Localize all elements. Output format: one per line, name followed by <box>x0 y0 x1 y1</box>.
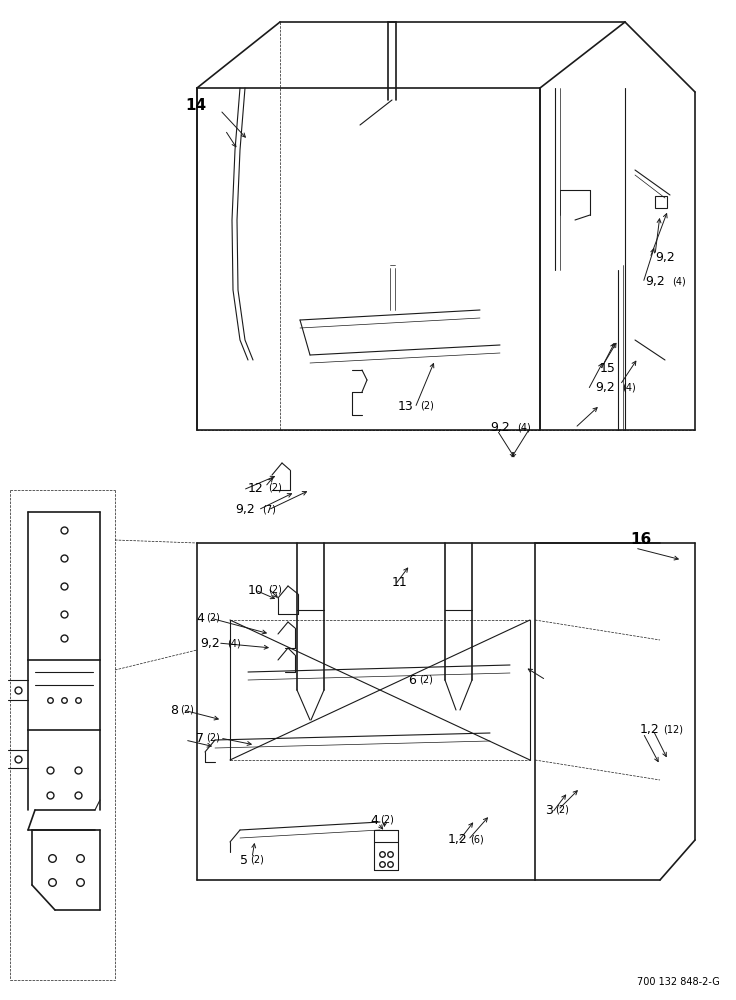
Text: 9,2: 9,2 <box>235 504 255 516</box>
Text: 7: 7 <box>196 732 204 744</box>
Text: (2): (2) <box>180 705 194 715</box>
Text: 700 132 848-2-G: 700 132 848-2-G <box>637 977 720 987</box>
Text: 15: 15 <box>600 361 616 374</box>
Text: (2): (2) <box>420 401 434 411</box>
Text: 6: 6 <box>408 674 416 686</box>
Text: 13: 13 <box>398 399 414 412</box>
Text: 4: 4 <box>370 814 378 826</box>
Text: (2): (2) <box>268 483 282 493</box>
Text: 4: 4 <box>196 611 204 624</box>
Text: (2): (2) <box>419 675 433 685</box>
Text: 9,2: 9,2 <box>645 275 665 288</box>
Text: 9,2: 9,2 <box>490 422 510 434</box>
Text: 16: 16 <box>630 532 651 548</box>
Text: (6): (6) <box>470 835 484 845</box>
Text: 9,2: 9,2 <box>200 637 220 650</box>
Text: (2): (2) <box>206 733 220 743</box>
Text: (2): (2) <box>268 585 282 595</box>
Text: (2): (2) <box>206 613 220 623</box>
Text: 8: 8 <box>170 704 178 716</box>
Text: 11: 11 <box>392 576 408 588</box>
Text: 3: 3 <box>545 804 553 816</box>
Text: (2): (2) <box>380 815 394 825</box>
Text: (2): (2) <box>555 805 569 815</box>
Text: (4): (4) <box>227 638 241 648</box>
Text: 1,2: 1,2 <box>448 834 468 846</box>
Text: 9,2: 9,2 <box>655 251 675 264</box>
Text: (4): (4) <box>517 423 531 433</box>
Text: 5: 5 <box>240 854 248 866</box>
Text: 9,2: 9,2 <box>595 381 615 394</box>
Text: (2): (2) <box>250 855 264 865</box>
Text: (4): (4) <box>622 383 636 393</box>
Text: 10: 10 <box>248 584 264 596</box>
Text: (12): (12) <box>663 725 683 735</box>
Text: 1,2: 1,2 <box>640 724 659 736</box>
Text: (4): (4) <box>672 277 686 287</box>
Text: (7): (7) <box>262 505 276 515</box>
Text: 12: 12 <box>248 482 263 494</box>
Text: 14: 14 <box>185 98 206 112</box>
Bar <box>655 196 667 208</box>
